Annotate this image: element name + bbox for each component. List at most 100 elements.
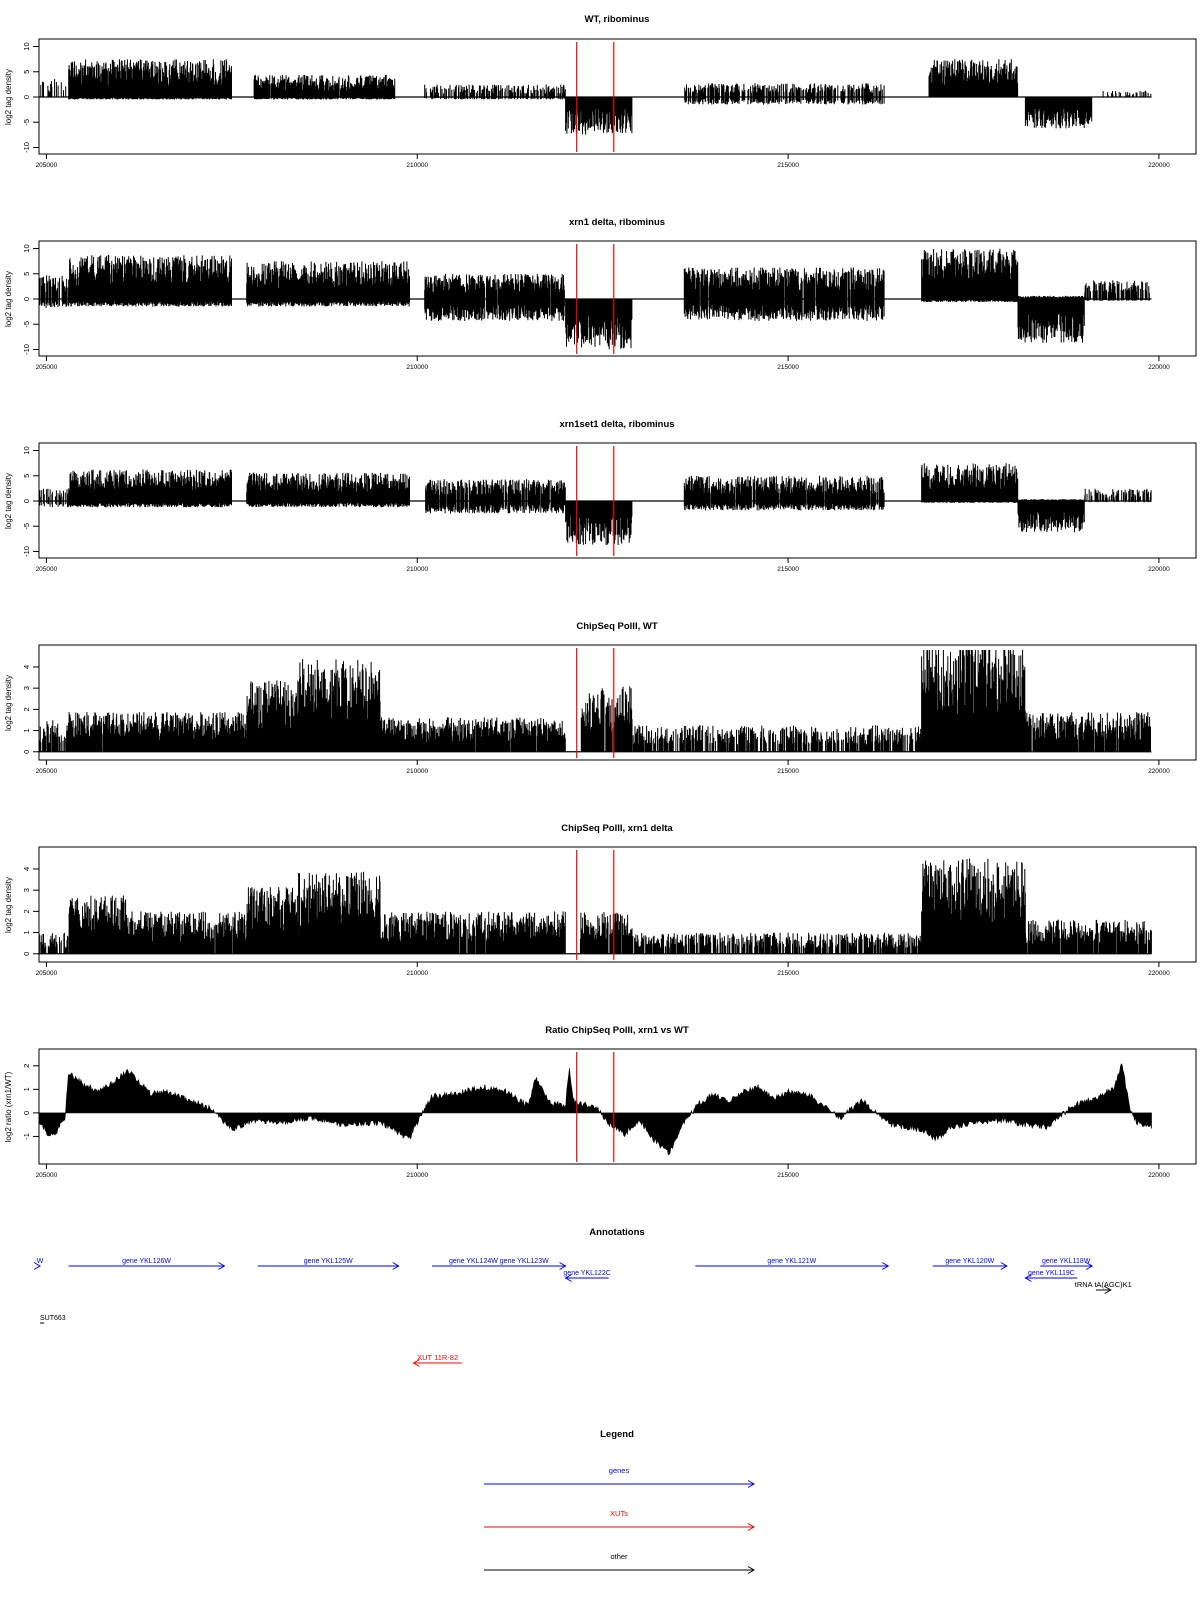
y-tick-label: 0 xyxy=(22,95,31,99)
signal-region xyxy=(1084,280,1150,301)
x-tick-label: 210000 xyxy=(406,566,428,573)
signal-region xyxy=(379,911,566,954)
signal-region xyxy=(127,911,247,954)
signal-bars xyxy=(580,686,633,752)
signal-region xyxy=(68,712,247,752)
legend: Legend genes XUTs other xyxy=(484,1429,755,1574)
other-annotations: tRNA tA(AGC)K1 SUT663 xyxy=(40,1280,1132,1324)
xut-annotations: XUT 11R-82 xyxy=(412,1353,462,1367)
signal-bars xyxy=(928,59,1019,97)
gene-label: W xyxy=(37,1258,44,1265)
arrow-head xyxy=(747,1566,755,1574)
y-tick-label: 5 xyxy=(22,70,31,74)
panel-title: Ratio ChipSeq PolII, xrn1 vs WT xyxy=(545,1025,689,1036)
signal-region xyxy=(38,932,68,954)
gene-label: gene YKL124W gene YKL123W xyxy=(449,1258,549,1265)
signal-region xyxy=(921,858,1026,954)
other-label: SUT663 xyxy=(40,1315,66,1322)
other-label: tRNA tA(AGC)K1 xyxy=(1075,1280,1132,1289)
x-tick-label: 215000 xyxy=(777,566,799,573)
legend-label: other xyxy=(610,1552,628,1561)
y-axis-label: log2 tag density xyxy=(4,473,13,529)
y-tick-label: 5 xyxy=(22,474,31,478)
gene-annotation: W xyxy=(33,1258,44,1270)
panel-title: xrn1 delta, ribominus xyxy=(569,217,665,228)
gene-label: gene YKL119C xyxy=(1028,1270,1075,1277)
signal-bars xyxy=(1024,712,1151,752)
signal-region xyxy=(684,83,885,105)
x-tick-label: 205000 xyxy=(36,970,58,977)
signal-bars xyxy=(68,712,247,752)
arrow-head xyxy=(412,1359,420,1367)
signal-region xyxy=(1024,97,1093,129)
legend-label: genes xyxy=(609,1466,630,1475)
x-tick-label: 205000 xyxy=(36,768,58,775)
y-tick-label: 1 xyxy=(22,728,31,732)
legend-item: genes xyxy=(484,1466,755,1488)
signal-bars xyxy=(921,248,1019,303)
plot-area: -10 -5 0 5 10 205000 210000 215000 220000 xyxy=(22,42,1170,169)
signal-bars xyxy=(565,501,633,546)
plot-frame xyxy=(38,1048,1197,1165)
panel-title: WT, ribominus xyxy=(585,14,650,25)
panel-ratio-chipseq: Ratio ChipSeq PolII, xrn1 vs WT log2 rat… xyxy=(4,1025,1197,1179)
y-tick-label: -10 xyxy=(22,142,31,153)
signal-region xyxy=(565,97,633,135)
signal-bars xyxy=(246,261,410,307)
x-tick-label: 220000 xyxy=(1148,162,1170,169)
gene-annotation: gene YKL124W gene YKL123W xyxy=(432,1258,567,1270)
signal-region xyxy=(1024,712,1151,752)
signal-region xyxy=(424,273,565,321)
signal-bars xyxy=(246,887,299,954)
gene-annotation: gene YKL121W xyxy=(695,1258,890,1270)
signal-bars xyxy=(298,659,381,752)
arrow-head xyxy=(1000,1262,1008,1270)
signal-bars xyxy=(380,717,566,752)
panel-xrn1-delta-ribominus: xrn1 delta, ribominus log2 tag density -… xyxy=(4,217,1197,371)
x-tick-label: 205000 xyxy=(36,1172,58,1179)
signal-region xyxy=(68,59,232,100)
signal-bars xyxy=(921,463,1019,503)
signal-bars xyxy=(1102,90,1152,97)
ratio-area xyxy=(38,1063,1152,1156)
signal-bars xyxy=(683,267,885,321)
plot-area: -10 -5 0 5 10 205000 210000 215000 220000 xyxy=(22,244,1170,371)
panel-title: ChipSeq PolII, xrn1 delta xyxy=(561,823,673,834)
panel-wt-ribominus: WT, ribominus log2 tag density -10 -5 0 5 10… xyxy=(4,14,1197,169)
signal-bars xyxy=(38,932,68,954)
y-axis-label: log2 tag density xyxy=(4,877,13,933)
y-tick-label: 10 xyxy=(22,446,31,454)
y-tick-label: 0 xyxy=(22,297,31,301)
x-tick-label: 220000 xyxy=(1148,768,1170,775)
signal-region xyxy=(68,895,129,954)
signal-region xyxy=(921,248,1019,303)
gene-annotation: gene YKL120W xyxy=(932,1258,1008,1270)
signal-bars xyxy=(38,488,69,508)
panel-chipseq-polii-wt: ChipSeq PolII, WT log2 tag density 0 1 2 3 4… xyxy=(4,621,1197,775)
signal-bars xyxy=(298,871,381,954)
legend-item: other xyxy=(484,1552,755,1574)
signal-region xyxy=(921,650,1026,752)
x-tick-label: 220000 xyxy=(1148,364,1170,371)
other-annotation: tRNA tA(AGC)K1 xyxy=(1075,1280,1132,1294)
x-tick-label: 205000 xyxy=(36,162,58,169)
signal-region xyxy=(1024,919,1152,954)
plot-frame xyxy=(38,846,1197,963)
signal-region xyxy=(565,299,633,350)
y-tick-label: -10 xyxy=(22,344,31,355)
signal-region xyxy=(580,686,633,752)
plot-frame xyxy=(38,644,1197,761)
y-tick-label: 4 xyxy=(22,867,31,871)
signal-region xyxy=(683,475,885,511)
y-tick-label: 10 xyxy=(22,42,31,50)
signal-region xyxy=(68,255,232,307)
x-tick-label: 210000 xyxy=(406,768,428,775)
signal-region xyxy=(246,887,299,954)
legend-item: XUTs xyxy=(484,1509,755,1531)
x-tick-label: 220000 xyxy=(1148,1172,1170,1179)
signal-bars xyxy=(565,299,633,350)
y-tick-label: -1 xyxy=(22,1133,31,1140)
y-tick-label: 3 xyxy=(22,686,31,690)
